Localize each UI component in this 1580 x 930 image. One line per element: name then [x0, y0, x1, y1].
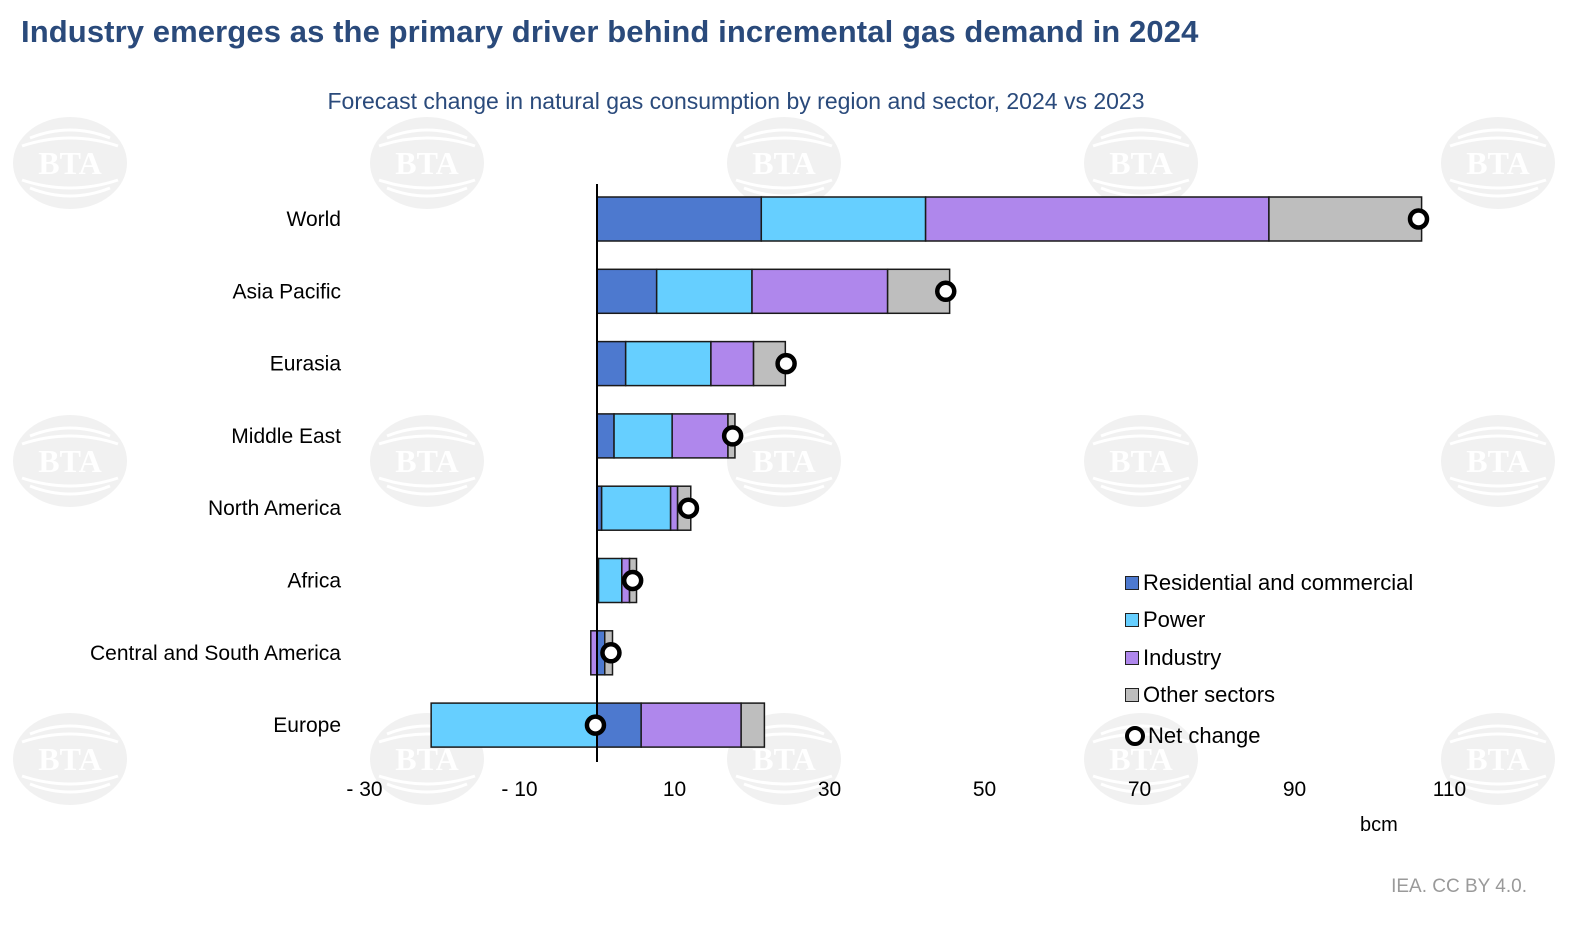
legend-swatch-power — [1125, 613, 1139, 628]
svg-text:BTA: BTA — [752, 145, 815, 181]
svg-text:BTA: BTA — [38, 145, 101, 181]
legend-swatch-residential — [1125, 575, 1139, 590]
bar-segment-other-sectors — [740, 702, 766, 748]
svg-text:BTA: BTA — [38, 443, 101, 479]
category-label: Eurasia — [270, 353, 342, 376]
bar-segment-other-sectors — [1268, 196, 1423, 242]
category-label: Asia Pacific — [232, 280, 341, 303]
bta-watermark-logo: BTA — [1083, 414, 1199, 508]
bar-segment-power — [613, 413, 673, 459]
bta-watermark-logo: BTA — [1440, 116, 1556, 210]
category-labels: World Asia Pacific Eurasia Middle East North… — [90, 208, 341, 737]
svg-text:BTA: BTA — [38, 741, 101, 777]
legend-swatch-other — [1125, 688, 1139, 703]
svg-text:BTA: BTA — [1109, 145, 1172, 181]
bta-watermark-logo: BTA — [726, 414, 842, 508]
legend-item-industry: Industry — [1125, 639, 1413, 677]
x-axis-unit-label: bcm — [1360, 814, 1398, 836]
bta-watermark-logo: BTA — [1440, 712, 1556, 806]
bar-segment-industry — [924, 196, 1270, 242]
x-tick-label: 50 — [973, 778, 996, 801]
svg-text:BTA: BTA — [1466, 443, 1529, 479]
x-tick-label: 30 — [818, 778, 841, 801]
net-change-marker — [721, 425, 744, 447]
bta-watermark-logo: BTA — [369, 116, 485, 210]
category-label: Europe — [273, 714, 341, 737]
category-label: North America — [208, 497, 341, 520]
bta-watermark-logo: BTA — [12, 116, 128, 210]
net-change-markers — [584, 208, 1430, 736]
net-change-marker — [584, 714, 607, 736]
bar-segment-power — [597, 557, 623, 604]
category-label: Africa — [287, 570, 341, 593]
svg-text:BTA: BTA — [395, 145, 458, 181]
bta-watermark-logo: BTA — [726, 116, 842, 210]
x-tick-label: - 10 — [501, 778, 537, 801]
legend-label: Power — [1143, 607, 1206, 633]
bar-segment-power — [655, 268, 753, 315]
bta-watermark-logo: BTA — [12, 712, 128, 806]
bta-watermark-logo: BTA — [369, 414, 485, 508]
source-credit: IEA. CC BY 4.0. — [1391, 876, 1527, 897]
category-label: World — [287, 208, 341, 231]
net-change-marker — [677, 497, 700, 519]
legend-label: Net change — [1148, 722, 1261, 748]
x-tick-label: 10 — [663, 778, 686, 801]
net-change-circle-icon — [1125, 725, 1145, 746]
bar-segment-industry — [751, 268, 889, 315]
bar-segment-power — [600, 485, 672, 531]
bar-segment-industry — [640, 702, 742, 748]
net-change-marker — [935, 280, 957, 303]
chart-title: Industry emerges as the primary driver b… — [21, 14, 1199, 49]
legend-label: Other sectors — [1143, 682, 1276, 708]
svg-text:BTA: BTA — [1466, 145, 1529, 181]
bar-segment-industry — [710, 340, 755, 387]
svg-text:BTA: BTA — [1109, 741, 1172, 777]
x-tick-label: 90 — [1283, 778, 1306, 801]
bars — [430, 196, 1423, 748]
category-label: Central and South America — [90, 642, 341, 665]
bar-segment-industry — [669, 485, 679, 531]
net-change-marker — [775, 352, 797, 375]
legend: Residential and commercial Power Industr… — [1125, 564, 1413, 755]
legend-label: Residential and commercial — [1143, 569, 1414, 595]
svg-text:BTA: BTA — [1466, 741, 1529, 777]
svg-text:BTA: BTA — [1109, 443, 1172, 479]
legend-item-residential: Residential and commercial — [1125, 564, 1413, 602]
net-change-marker — [600, 642, 622, 664]
bta-watermark-logo: BTA — [12, 414, 128, 508]
bar-segment-residential-and-commercial — [596, 340, 627, 387]
bar-segment-residential-and-commercial — [596, 196, 763, 242]
chart-subtitle: Forecast change in natural gas consumpti… — [327, 88, 1145, 114]
bar-segment-residential-and-commercial — [596, 268, 658, 315]
x-tick-label: 70 — [1128, 778, 1151, 801]
legend-item-power: Power — [1125, 602, 1413, 640]
svg-text:BTA: BTA — [752, 443, 815, 479]
legend-swatch-industry — [1125, 650, 1139, 665]
x-tick-labels: - 30 - 10 10 30 50 70 90 110 — [346, 778, 1466, 801]
bta-watermark-logo: BTA — [1083, 712, 1199, 806]
legend-item-net-change: Net change — [1125, 717, 1413, 755]
bar-segment-power — [760, 196, 927, 242]
bar-segment-power — [624, 340, 712, 387]
net-change-marker — [621, 569, 644, 592]
x-tick-label: - 30 — [346, 778, 382, 801]
legend-label: Industry — [1143, 644, 1222, 670]
category-label: Middle East — [231, 425, 341, 448]
bar-segment-residential-and-commercial — [596, 413, 615, 459]
bar-segment-industry — [671, 413, 729, 459]
legend-item-other: Other sectors — [1125, 677, 1413, 715]
bar-segment-power — [430, 702, 598, 748]
x-tick-label: 110 — [1433, 778, 1466, 801]
net-change-marker — [1407, 208, 1430, 230]
bta-watermark-logo: BTA — [1083, 116, 1199, 210]
bta-watermark-logo: BTA — [1440, 414, 1556, 508]
svg-text:BTA: BTA — [395, 443, 458, 479]
